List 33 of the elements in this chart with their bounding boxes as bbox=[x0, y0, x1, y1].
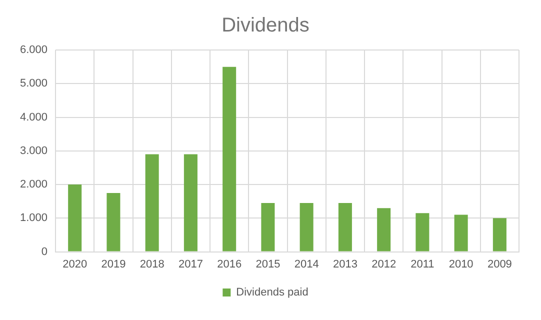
x-tick-label: 2019 bbox=[101, 258, 126, 270]
bar bbox=[68, 184, 82, 252]
bar bbox=[184, 154, 198, 252]
x-tick-label: 2010 bbox=[448, 258, 474, 270]
x-tick-label: 2009 bbox=[487, 258, 512, 270]
bar bbox=[222, 66, 236, 252]
y-tick-label: 0 bbox=[41, 246, 48, 258]
x-tick-label: 2020 bbox=[62, 258, 88, 270]
y-tick-label: 5.000 bbox=[20, 78, 48, 90]
bar bbox=[145, 154, 159, 252]
x-tick-label: 2011 bbox=[410, 258, 434, 270]
x-tick-label: 2016 bbox=[217, 258, 242, 270]
x-tick-label: 2015 bbox=[256, 258, 280, 270]
y-tick-label: 3.000 bbox=[20, 144, 48, 157]
x-tick-label: 2013 bbox=[332, 258, 358, 270]
legend-label: Dividends paid bbox=[236, 286, 308, 299]
x-tick-label: 2014 bbox=[294, 258, 319, 270]
y-tick-label: 1.000 bbox=[20, 212, 48, 224]
chart-title: Dividends bbox=[222, 14, 310, 37]
bar bbox=[300, 203, 314, 252]
x-tick-label: 2012 bbox=[372, 258, 396, 270]
x-tick-label: 2018 bbox=[140, 258, 164, 270]
y-tick-label: 6.000 bbox=[20, 44, 48, 56]
bar bbox=[106, 192, 120, 252]
bar bbox=[416, 213, 430, 252]
y-tick-label: 2.000 bbox=[20, 178, 48, 191]
bar bbox=[261, 203, 275, 252]
x-tick-label: 2017 bbox=[178, 258, 203, 270]
bar bbox=[454, 214, 468, 252]
bar bbox=[377, 208, 391, 252]
bar bbox=[338, 203, 352, 252]
bar bbox=[492, 218, 506, 252]
y-tick-label: 4.000 bbox=[20, 111, 48, 124]
